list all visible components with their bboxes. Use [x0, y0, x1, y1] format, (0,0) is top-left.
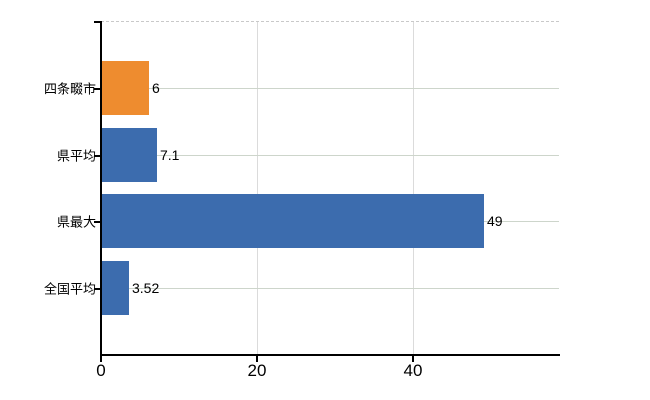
x-axis-tick [412, 356, 414, 362]
x-axis-tick [100, 356, 102, 362]
y-axis-tick [94, 155, 100, 157]
x-axis-tick-label: 40 [403, 361, 423, 380]
bar [102, 261, 129, 315]
x-axis-tick-label: 0 [96, 361, 106, 380]
x-axis-tick [256, 356, 258, 362]
bar-value-label: 6 [152, 80, 160, 96]
horizontal-gridline [101, 155, 559, 156]
horizontal-gridline [101, 88, 559, 89]
horizontal-gridline [101, 288, 559, 289]
y-axis-tick [94, 221, 100, 223]
x-axis-tick-label: 20 [247, 361, 267, 380]
y-axis-category-label: 県最大 [56, 214, 96, 230]
y-axis-category-label: 四条畷市 [43, 81, 96, 97]
vertical-gridline [413, 22, 414, 354]
bar [102, 194, 484, 248]
bar-value-label: 49 [487, 213, 503, 229]
bar [102, 61, 149, 115]
y-axis-category-label: 全国平均 [43, 281, 96, 297]
x-axis-line [100, 354, 560, 356]
y-axis-tick [94, 288, 100, 290]
y-axis-line [100, 21, 102, 355]
bar-value-label: 7.1 [160, 147, 180, 163]
y-axis-tick [94, 21, 100, 23]
vertical-gridline [257, 22, 258, 354]
y-axis-tick [94, 88, 100, 90]
bar-value-label: 3.52 [132, 280, 160, 296]
y-axis-category-label: 県平均 [56, 148, 96, 164]
plot-top-border [101, 21, 559, 22]
bar [102, 128, 157, 182]
